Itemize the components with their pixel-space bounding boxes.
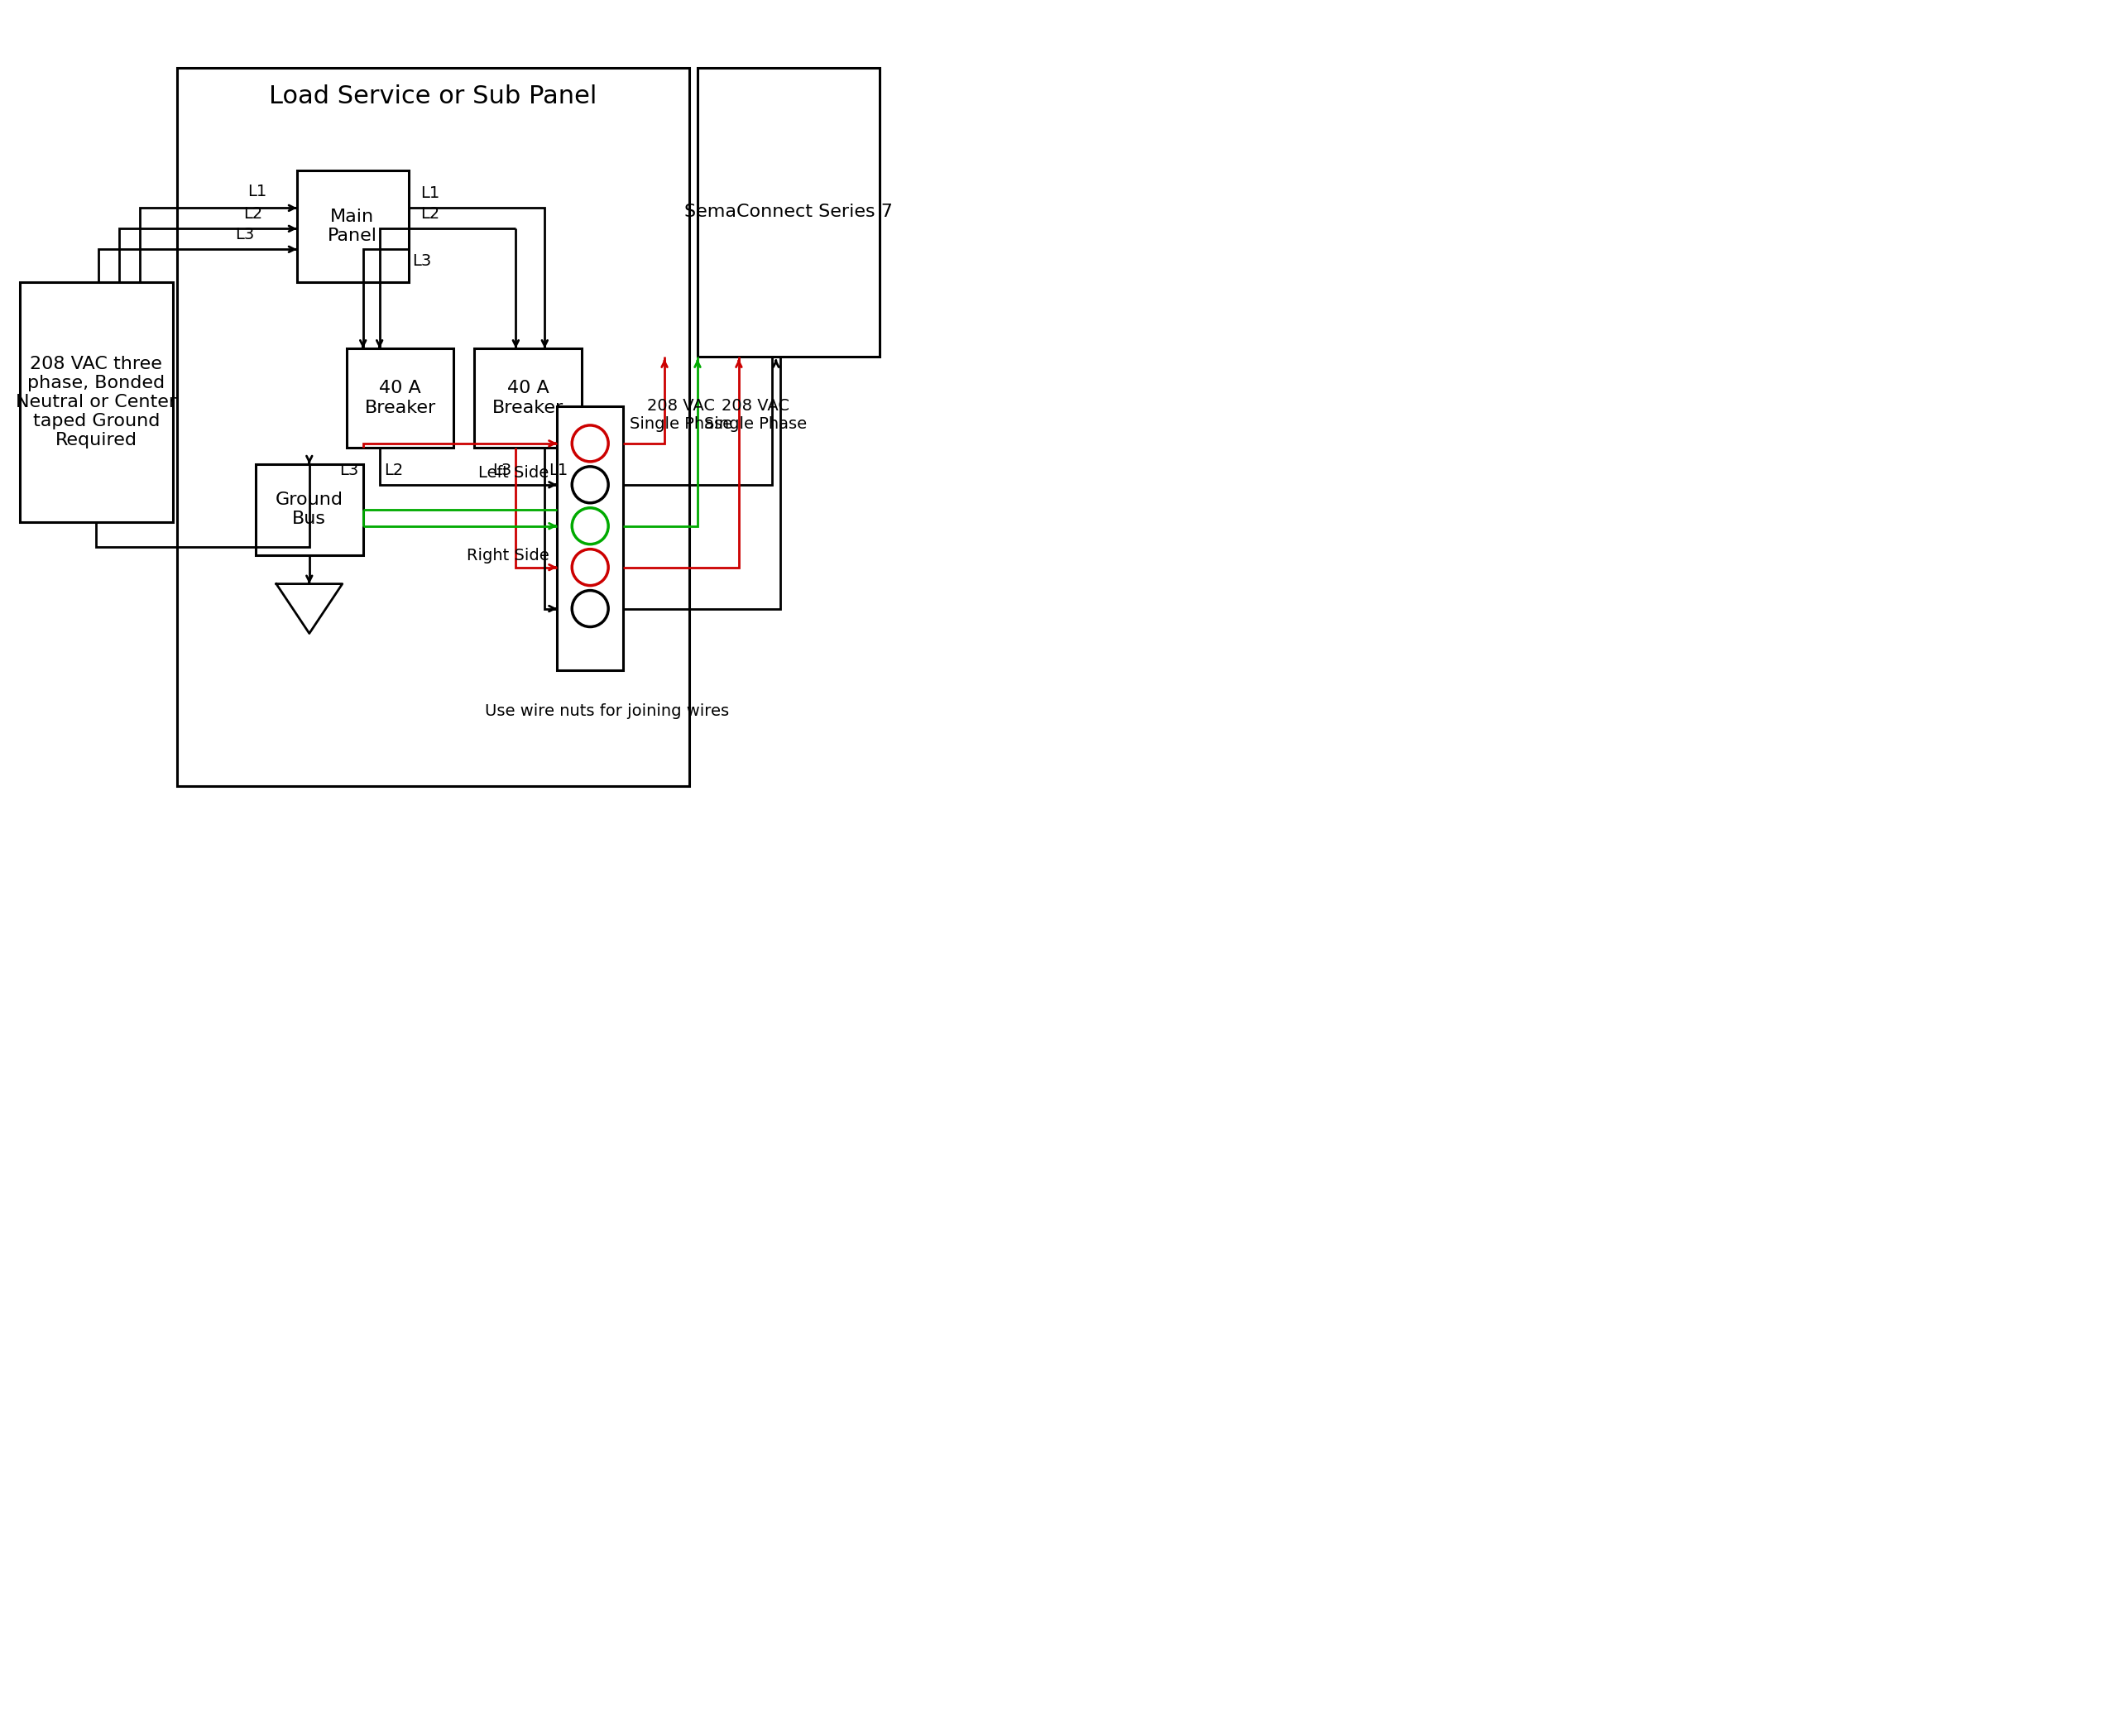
- Text: 208 VAC
Single Phase: 208 VAC Single Phase: [705, 398, 806, 432]
- Bar: [21, 283, 173, 523]
- Text: L1: L1: [247, 184, 266, 200]
- Text: Use wire nuts for joining wires: Use wire nuts for joining wires: [485, 703, 728, 719]
- Text: L3: L3: [234, 227, 253, 243]
- Text: 208 VAC
Single Phase: 208 VAC Single Phase: [629, 398, 732, 432]
- Circle shape: [572, 549, 608, 585]
- Text: Main
Panel: Main Panel: [327, 208, 378, 245]
- Text: 40 A
Breaker: 40 A Breaker: [365, 380, 437, 417]
- Bar: [177, 68, 690, 786]
- Text: L2: L2: [243, 207, 262, 222]
- Circle shape: [572, 509, 608, 543]
- Text: L2: L2: [420, 207, 441, 222]
- Text: L3: L3: [492, 462, 511, 477]
- Text: Right Side: Right Side: [466, 547, 549, 562]
- Text: L3: L3: [414, 253, 433, 269]
- Bar: [255, 464, 363, 556]
- Circle shape: [572, 425, 608, 462]
- Bar: [698, 68, 880, 356]
- Bar: [557, 406, 622, 670]
- Text: Ground
Bus: Ground Bus: [276, 491, 344, 528]
- Circle shape: [572, 467, 608, 503]
- Text: L1: L1: [420, 186, 441, 201]
- Circle shape: [572, 590, 608, 627]
- Bar: [298, 170, 409, 283]
- Text: 40 A
Breaker: 40 A Breaker: [492, 380, 563, 417]
- Text: 208 VAC three
phase, Bonded
Neutral or Center
taped Ground
Required: 208 VAC three phase, Bonded Neutral or C…: [17, 356, 177, 450]
- Text: L3: L3: [340, 462, 359, 477]
- Text: SemaConnect Series 7: SemaConnect Series 7: [684, 203, 893, 220]
- Text: Load Service or Sub Panel: Load Service or Sub Panel: [270, 85, 597, 109]
- Text: L2: L2: [384, 462, 403, 477]
- Text: Left Side: Left Side: [479, 465, 549, 481]
- Text: L1: L1: [549, 462, 568, 477]
- Bar: [475, 349, 582, 448]
- Bar: [346, 349, 454, 448]
